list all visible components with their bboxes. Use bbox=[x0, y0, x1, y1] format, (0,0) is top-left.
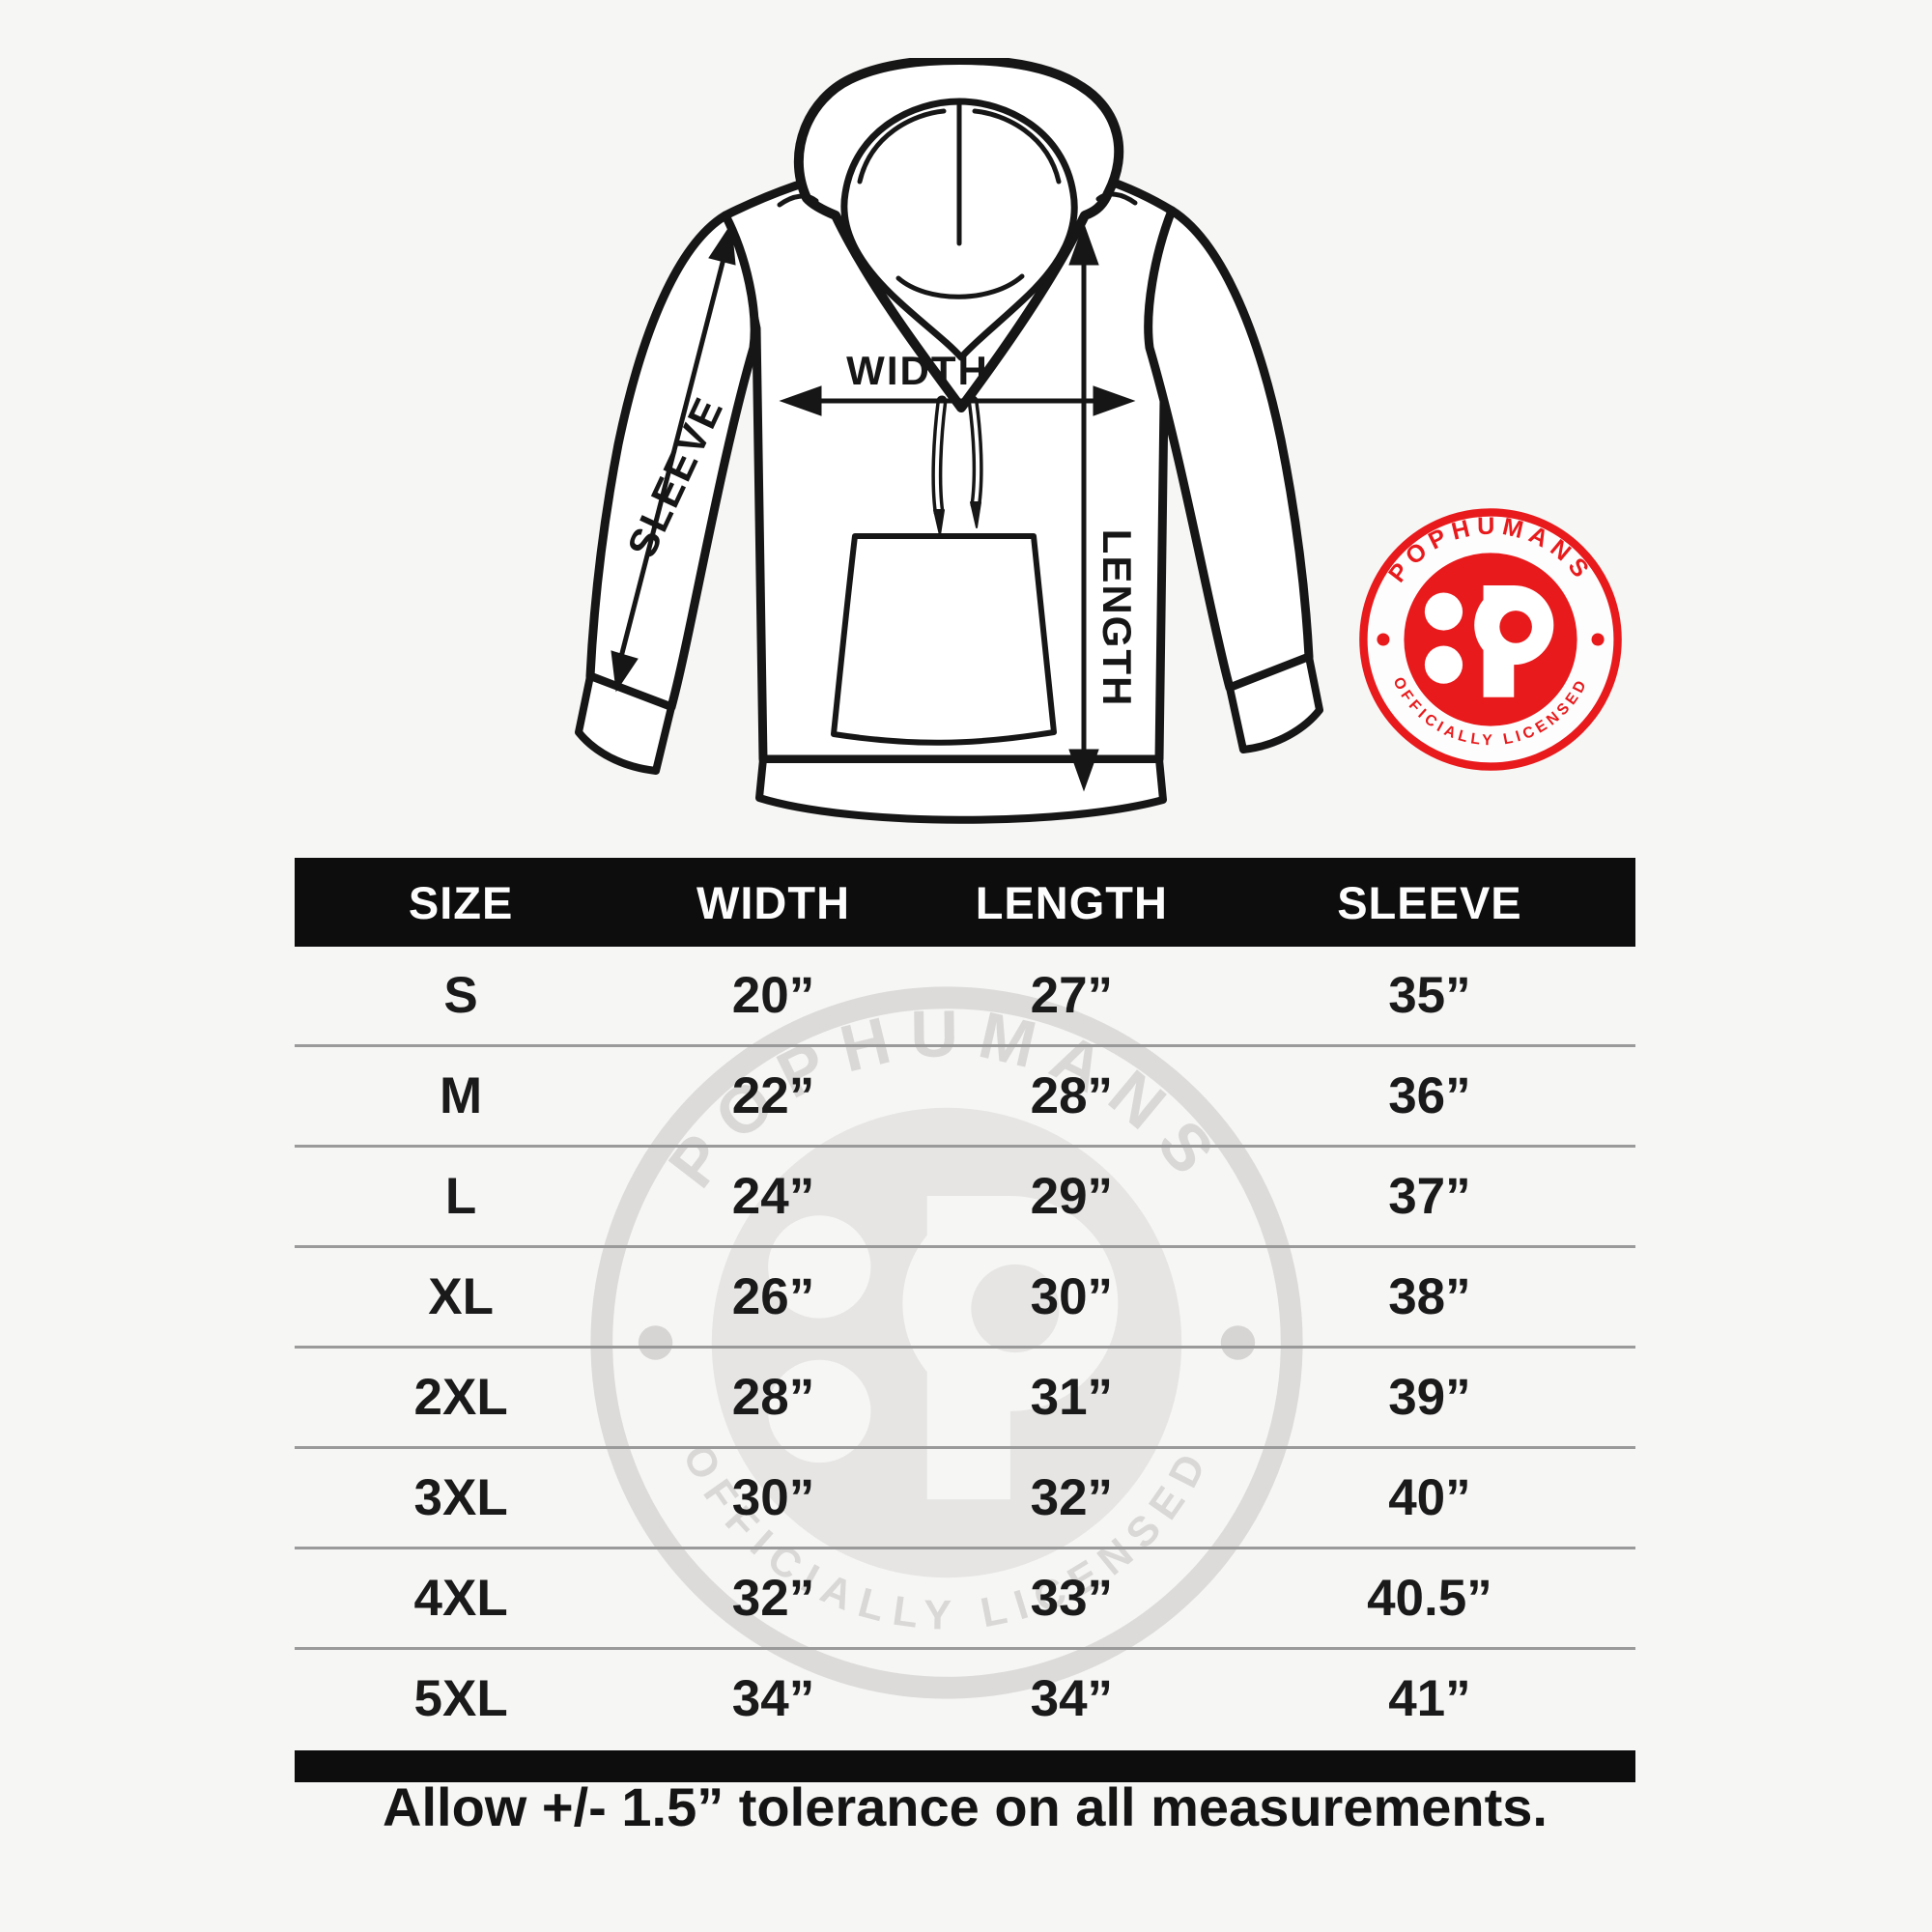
cell-sleeve: 39” bbox=[1388, 1369, 1471, 1426]
hood-fold-right bbox=[972, 108, 1062, 185]
size-table: SIZE WIDTH LENGTH SLEEVE S 20” 27” 35” M 22” 28” 3… bbox=[295, 858, 1635, 1782]
cell-width: 24” bbox=[731, 1168, 815, 1225]
header-cell-width: WIDTH bbox=[696, 876, 851, 928]
cell-width: 28” bbox=[731, 1369, 815, 1426]
hood-back-edge bbox=[895, 273, 1025, 299]
header-cell-size: SIZE bbox=[408, 876, 514, 928]
hoodie-left-cuff bbox=[575, 672, 675, 775]
hood-fold-left bbox=[857, 108, 947, 185]
length-arrow bbox=[1068, 222, 1099, 792]
cell-length: 33” bbox=[1030, 1570, 1114, 1627]
length-label: LENGTH bbox=[1094, 529, 1140, 708]
cell-size: S bbox=[443, 967, 478, 1024]
cell-sleeve: 41” bbox=[1388, 1670, 1471, 1727]
cell-length: 34” bbox=[1030, 1670, 1114, 1727]
table-row: XL 26” 30” 38” bbox=[295, 1245, 1635, 1346]
cell-width: 34” bbox=[731, 1670, 815, 1727]
table-row: 3XL 30” 32” 40” bbox=[295, 1446, 1635, 1547]
badge-dot-right bbox=[1591, 633, 1605, 646]
header-cell-length: LENGTH bbox=[975, 876, 1168, 928]
pophumans-badge: POPHUMANS OFFICIALLY LICENSED bbox=[1355, 504, 1626, 775]
table-row: M 22” 28” 36” bbox=[295, 1044, 1635, 1145]
table-row: L 24” 29” 37” bbox=[295, 1145, 1635, 1245]
hoodie-diagram: WIDTH LENGTH SLEEVE bbox=[526, 55, 1415, 831]
hoodie-pocket bbox=[831, 533, 1057, 746]
header-cell-sleeve: SLEEVE bbox=[1337, 876, 1522, 928]
cell-length: 32” bbox=[1030, 1469, 1114, 1526]
cell-length: 31” bbox=[1030, 1369, 1114, 1426]
sleeve-arrow bbox=[611, 222, 736, 693]
cell-width: 26” bbox=[731, 1268, 815, 1325]
cell-length: 30” bbox=[1030, 1268, 1114, 1325]
cell-length: 27” bbox=[1030, 967, 1114, 1024]
cell-size: M bbox=[440, 1067, 483, 1124]
shoulder-gather-right bbox=[1095, 191, 1138, 206]
width-label: WIDTH bbox=[846, 348, 989, 393]
cell-sleeve: 40.5” bbox=[1367, 1570, 1492, 1627]
cell-width: 20” bbox=[731, 967, 815, 1024]
table-bottom-bar bbox=[295, 1750, 1635, 1782]
cell-size: 3XL bbox=[413, 1469, 508, 1526]
cell-size: XL bbox=[428, 1268, 494, 1325]
table-row: 2XL 28” 31” 39” bbox=[295, 1346, 1635, 1446]
cell-sleeve: 36” bbox=[1388, 1067, 1471, 1124]
hoodie-right-cuff bbox=[1226, 653, 1323, 753]
hoodie-illustration: WIDTH LENGTH SLEEVE bbox=[575, 55, 1323, 824]
cell-length: 29” bbox=[1030, 1168, 1114, 1225]
cell-width: 30” bbox=[731, 1469, 815, 1526]
shoulder-gather-left bbox=[777, 193, 819, 208]
size-table-header: SIZE WIDTH LENGTH SLEEVE bbox=[295, 858, 1635, 947]
cell-sleeve: 37” bbox=[1388, 1168, 1471, 1225]
badge-monogram-icon bbox=[1424, 585, 1554, 697]
table-row: 5XL 34” 34” 41” bbox=[295, 1647, 1635, 1747]
cell-size: 4XL bbox=[413, 1570, 508, 1627]
cell-sleeve: 40” bbox=[1388, 1469, 1471, 1526]
cell-size: 5XL bbox=[413, 1670, 508, 1727]
table-row: S 20” 27” 35” bbox=[295, 947, 1635, 1044]
cell-sleeve: 38” bbox=[1388, 1268, 1471, 1325]
cell-size: 2XL bbox=[413, 1369, 508, 1426]
table-row: 4XL 32” 33” 40.5” bbox=[295, 1547, 1635, 1647]
cell-width: 32” bbox=[731, 1570, 815, 1627]
cell-width: 22” bbox=[731, 1067, 815, 1124]
drawstrings bbox=[931, 395, 983, 536]
hoodie-hem bbox=[755, 755, 1167, 824]
cell-size: L bbox=[444, 1168, 477, 1225]
badge-dot-left bbox=[1377, 633, 1390, 646]
size-table-rows: S 20” 27” 35” M 22” 28” 36” L 24” 29” 37” XL 26” 30” 38… bbox=[295, 947, 1635, 1747]
width-arrow bbox=[779, 385, 1136, 416]
cell-length: 28” bbox=[1030, 1067, 1114, 1124]
tolerance-note: Allow +/- 1.5” tolerance on all measurem… bbox=[383, 1776, 1548, 1837]
cell-sleeve: 35” bbox=[1388, 967, 1471, 1024]
hoodie-right-sleeve bbox=[1144, 206, 1314, 693]
